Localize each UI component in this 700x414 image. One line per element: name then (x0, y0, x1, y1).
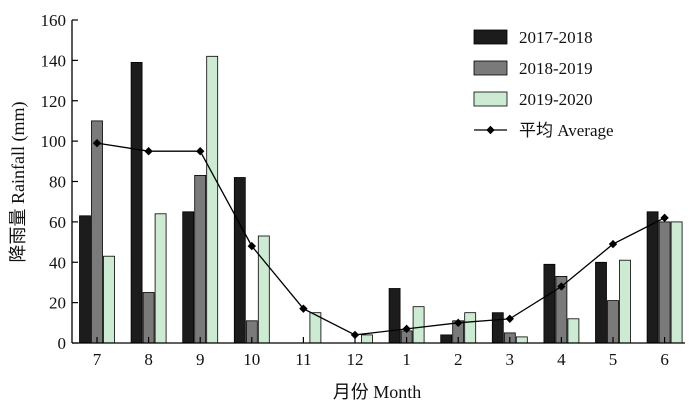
y-axis-label: 降雨量 Rainfall (mm) (8, 102, 29, 263)
average-line-layer (92, 138, 669, 340)
bar-2018-2019-6 (658, 221, 671, 344)
y-tick-label-160: 160 (41, 11, 67, 30)
x-tick-label-9: 9 (196, 350, 205, 369)
x-tick-label-10: 10 (243, 350, 260, 369)
y-tick-label-0: 0 (58, 334, 67, 353)
bar-2017-2018-5 (595, 261, 607, 344)
bar-2017-2018-9 (182, 211, 195, 344)
legend-2018-2019-label: 2018-2019 (519, 59, 593, 78)
bar-2019-2020-8 (154, 213, 167, 344)
average-line (96, 142, 665, 336)
bar-2019-2020-4 (567, 318, 580, 344)
average-point-8 (144, 147, 153, 156)
y-tick-label-60: 60 (49, 213, 66, 232)
average-point-6 (660, 213, 669, 223)
bar-2019-2020-6 (670, 221, 683, 344)
y-tick-label-20: 20 (49, 294, 66, 313)
x-tick-label-8: 8 (144, 350, 153, 369)
bar-2017-2018-7 (79, 215, 91, 344)
bar-2018-2019-7 (91, 120, 103, 344)
legend-2018-2019-swatch (473, 60, 508, 76)
bar-2017-2018-1 (388, 288, 401, 344)
x-tick-label-5: 5 (609, 350, 618, 369)
bar-2019-2020-12 (361, 334, 373, 344)
legend-Average-marker (486, 125, 495, 135)
bar-2019-2020-3 (515, 336, 528, 344)
bar-2018-2019-8 (142, 292, 155, 344)
average-point-10 (247, 241, 256, 251)
x-axis-label: 月份 Month (333, 382, 422, 402)
average-point-2 (454, 318, 463, 328)
bar-2019-2020-1 (412, 306, 425, 344)
legend-2019-2020-label: 2019-2020 (519, 90, 593, 109)
bar-2017-2018-6 (646, 211, 659, 344)
bar-2017-2018-4 (543, 263, 556, 344)
legend-Average-label: 平均 Average (519, 121, 614, 140)
x-tick-label-7: 7 (93, 350, 102, 369)
bar-2018-2019-9 (194, 174, 207, 344)
average-point-3 (505, 314, 514, 323)
bars-layer (79, 55, 683, 344)
x-tick-label-2: 2 (454, 350, 463, 369)
y-tick-label-120: 120 (41, 92, 67, 111)
legend-2017-2018-label: 2017-2018 (519, 28, 593, 47)
average-point-9 (196, 147, 205, 156)
x-tick-label-4: 4 (557, 350, 566, 369)
bar-2018-2019-5 (607, 300, 619, 344)
bar-2019-2020-5 (619, 259, 631, 344)
y-tick-label-80: 80 (49, 173, 66, 192)
bar-2019-2020-9 (206, 55, 219, 344)
y-tick-label-100: 100 (41, 132, 67, 151)
bar-2019-2020-7 (103, 255, 115, 344)
x-tick-label-3: 3 (506, 350, 515, 369)
x-tick-label-1: 1 (402, 350, 411, 369)
average-point-1 (402, 324, 411, 334)
y-tick-label-140: 140 (41, 51, 67, 70)
bar-2019-2020-2 (464, 312, 477, 344)
average-point-5 (608, 239, 618, 249)
bar-2017-2018-3 (491, 312, 504, 344)
average-point-7 (92, 138, 102, 148)
x-tick-label-6: 6 (660, 350, 669, 369)
average-point-11 (299, 304, 308, 313)
legend-2019-2020-swatch (473, 91, 508, 107)
bar-2017-2018-2 (440, 334, 453, 344)
x-tick-label-12: 12 (347, 350, 364, 369)
average-point-4 (557, 282, 566, 291)
legend-2017-2018-swatch (473, 29, 508, 45)
bar-2017-2018-10 (233, 177, 246, 344)
average-point-12 (350, 330, 360, 340)
bar-2019-2020-10 (257, 235, 270, 344)
bar-2017-2018-8 (130, 62, 143, 344)
x-tick-label-11: 11 (295, 350, 311, 369)
legend: 2017-2018 2018-2019 2019-2020 平均 Average (473, 28, 614, 140)
y-tick-label-40: 40 (49, 253, 66, 272)
